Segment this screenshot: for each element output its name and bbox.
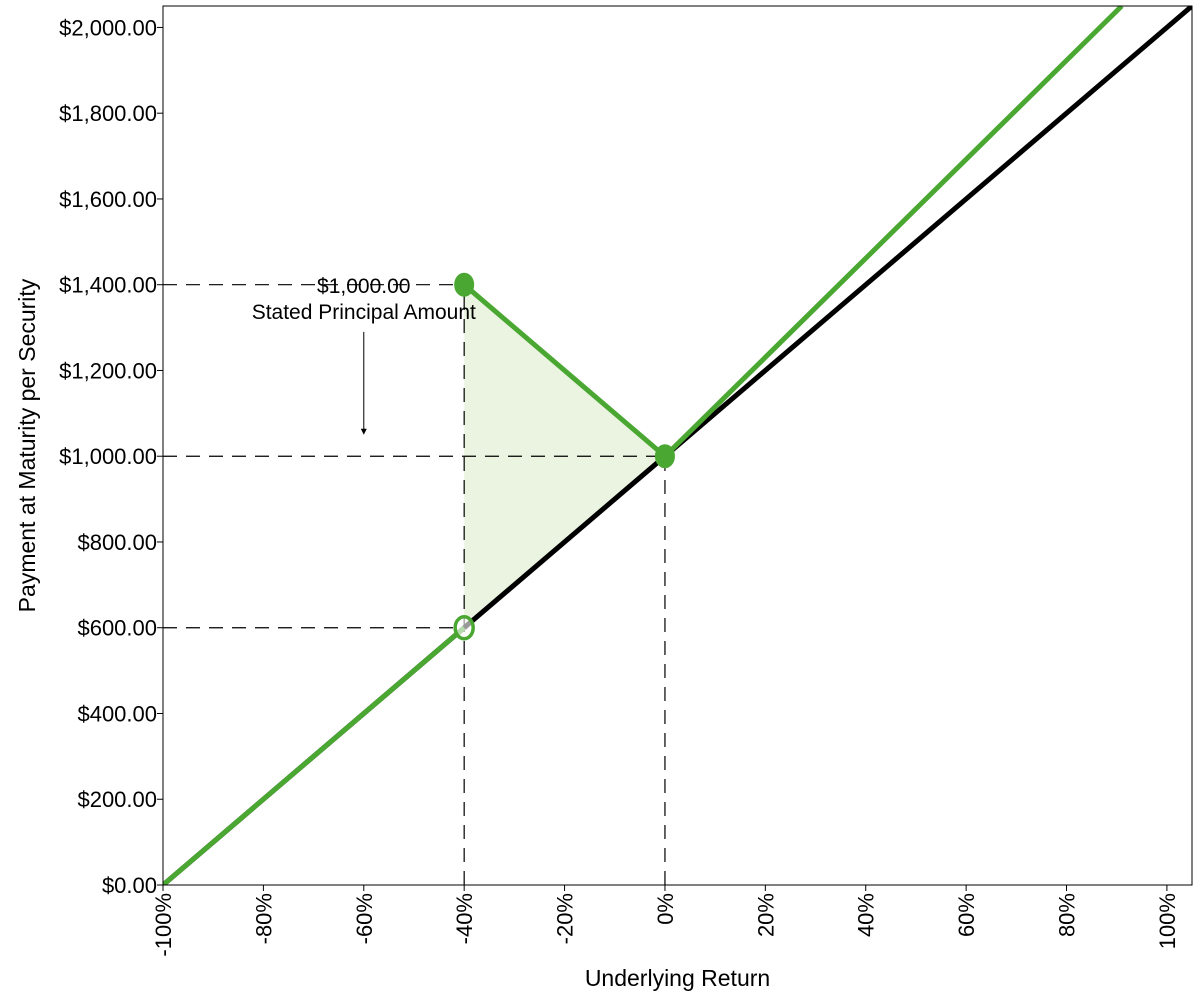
x-tick-label: -60% (352, 893, 377, 944)
plot-frame (162, 5, 1193, 886)
x-tick-label: 20% (753, 893, 778, 937)
y-tick-label: $1,800.00 (59, 101, 157, 126)
security-payment-line-segment-1 (163, 625, 466, 885)
y-tick-label: $400.00 (77, 701, 157, 726)
x-tick-label: 80% (1055, 893, 1080, 937)
x-tick-label: -40% (452, 893, 477, 944)
y-tick-label: $1,200.00 (59, 358, 157, 383)
x-tick-label: -100% (151, 893, 176, 957)
y-axis-title: Payment at Maturity per Security (14, 278, 40, 612)
axes-layer: $0.00 $200.00 $400.00 $600.00 $800.00 $1,000.… (59, 5, 1193, 957)
x-tick-label: 0% (653, 893, 678, 925)
annotation-principal-value: $1,000.00 (317, 275, 410, 298)
y-tick-label: $200.00 (77, 787, 157, 812)
annotation-arrow-head (360, 428, 367, 435)
annotation-principal-label: Stated Principal Amount (252, 301, 476, 324)
x-tick-label: 40% (854, 893, 879, 937)
markers-layer (453, 272, 675, 641)
y-tick-label: $1,400.00 (59, 273, 157, 298)
x-tick-label: -80% (251, 893, 276, 944)
y-tick-label: $1,000.00 (59, 444, 157, 469)
y-tick-label: $0.00 (102, 873, 157, 898)
data-point-marker-2 (654, 444, 675, 469)
data-point-marker-1 (454, 272, 475, 297)
x-tick-label: 100% (1155, 893, 1180, 949)
data-point-marker-3 (453, 614, 475, 641)
annotation-layer: $1,000.00 Stated Principal Amount (252, 275, 476, 435)
series-layer (163, 6, 1192, 885)
y-tick-label: $600.00 (77, 616, 157, 641)
reference-lines-layer (163, 284, 666, 885)
y-tick-label: $1,600.00 (59, 187, 157, 212)
y-tick-label: $2,000.00 (59, 15, 157, 40)
y-tick-label: $800.00 (77, 530, 157, 555)
x-tick-label: 60% (954, 893, 979, 937)
x-axis-title: Underlying Return (585, 965, 770, 991)
x-tick-label: -20% (553, 893, 578, 944)
